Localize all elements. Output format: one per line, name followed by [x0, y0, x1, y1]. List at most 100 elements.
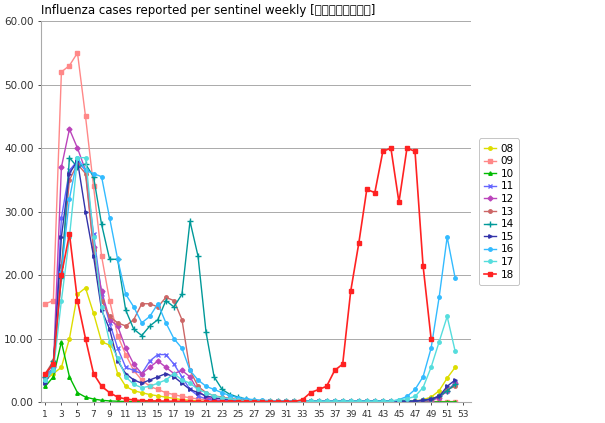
14: [42, 374, 49, 379]
08: [451, 365, 459, 370]
15: [243, 398, 250, 403]
10: [146, 399, 154, 404]
13: [323, 399, 330, 404]
11: [42, 377, 49, 382]
14: [243, 396, 250, 401]
Line: 16: 16: [44, 156, 457, 403]
13: [74, 162, 81, 167]
13: [307, 399, 314, 404]
11: [451, 381, 459, 386]
10: [275, 399, 282, 404]
11: [82, 168, 89, 173]
15: [194, 390, 201, 395]
18: [42, 371, 49, 376]
18: [419, 263, 427, 268]
18: [203, 399, 210, 404]
11: [275, 399, 282, 404]
14: [82, 162, 89, 167]
18: [178, 399, 186, 404]
12: [323, 399, 330, 404]
10: [307, 399, 314, 404]
16: [42, 377, 49, 382]
16: [243, 396, 250, 401]
12: [250, 399, 258, 404]
08: [307, 399, 314, 404]
14: [267, 398, 274, 404]
11: [235, 399, 242, 404]
08: [275, 399, 282, 404]
13: [42, 371, 49, 376]
09: [235, 399, 242, 404]
14: [323, 399, 330, 404]
18: [371, 190, 379, 195]
18: [194, 399, 201, 404]
11: [307, 399, 314, 404]
18: [66, 231, 73, 236]
15: [275, 399, 282, 404]
18: [106, 390, 113, 395]
13: [82, 171, 89, 176]
17: [243, 398, 250, 403]
18: [379, 149, 387, 154]
18: [218, 399, 226, 404]
16: [283, 399, 290, 404]
17: [74, 155, 81, 160]
16: [451, 276, 459, 281]
15: [307, 399, 314, 404]
17: [275, 399, 282, 404]
Legend: 08, 09, 10, 11, 12, 13, 14, 15, 16, 17, 18: 08, 09, 10, 11, 12, 13, 14, 15, 16, 17, …: [479, 138, 519, 285]
Line: 09: 09: [44, 51, 457, 403]
09: [451, 399, 459, 404]
15: [74, 158, 81, 163]
09: [250, 399, 258, 404]
18: [250, 399, 258, 404]
10: [82, 395, 89, 400]
18: [98, 384, 105, 389]
14: [66, 155, 73, 160]
13: [451, 384, 459, 389]
14: [451, 382, 459, 387]
17: [451, 349, 459, 354]
18: [154, 398, 162, 404]
17: [259, 399, 266, 404]
15: [82, 209, 89, 214]
09: [275, 399, 282, 404]
13: [267, 398, 274, 404]
18: [275, 399, 282, 404]
12: [82, 168, 89, 173]
Text: Influenza cases reported per sentinel weekly [定点当たり報告数]: Influenza cases reported per sentinel we…: [41, 4, 376, 17]
16: [194, 377, 201, 382]
18: [90, 371, 97, 376]
08: [203, 399, 210, 404]
18: [363, 187, 370, 192]
18: [291, 399, 298, 404]
Line: 12: 12: [44, 127, 457, 403]
18: [50, 362, 57, 367]
18: [138, 398, 145, 403]
10: [203, 399, 210, 404]
09: [74, 50, 81, 55]
18: [428, 336, 435, 341]
08: [82, 286, 89, 291]
09: [42, 301, 49, 306]
08: [323, 399, 330, 404]
10: [323, 399, 330, 404]
18: [395, 200, 402, 205]
11: [194, 393, 201, 398]
18: [404, 146, 411, 151]
18: [307, 390, 314, 395]
18: [57, 273, 65, 278]
11: [323, 399, 330, 404]
17: [323, 399, 330, 404]
12: [194, 388, 201, 393]
14: [275, 399, 282, 404]
12: [243, 399, 250, 404]
11: [250, 399, 258, 404]
14: [307, 399, 314, 404]
18: [283, 399, 290, 404]
18: [235, 399, 242, 404]
Line: 13: 13: [44, 162, 457, 403]
Line: 15: 15: [44, 159, 457, 403]
12: [307, 399, 314, 404]
Line: 17: 17: [44, 156, 457, 403]
